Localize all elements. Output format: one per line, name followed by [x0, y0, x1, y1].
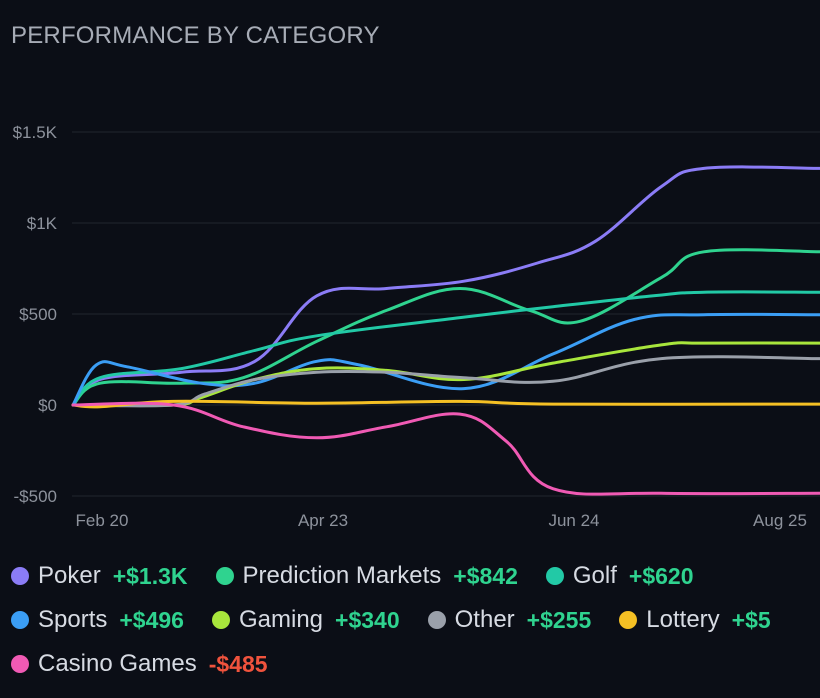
y-axis-ticks: $1.5K $1K $500 $0 -$500 — [13, 123, 58, 506]
legend-swatch — [619, 611, 638, 629]
series-line-gaming — [71, 341, 820, 408]
legend-value: +$842 — [453, 562, 518, 589]
legend-row-2: Sports +$496 Gaming +$340 Other +$255 Lottery +… — [11, 600, 799, 640]
legend-label: Golf — [572, 562, 617, 589]
legend-swatch — [211, 611, 230, 629]
legend-label: Other — [454, 606, 515, 633]
legend-label: Casino Games — [38, 650, 197, 677]
legend-value: +$5 — [731, 606, 771, 633]
series-line-prediction-markets — [71, 248, 820, 407]
legend-item-gaming[interactable]: Gaming +$340 — [211, 606, 400, 634]
legend-swatch — [11, 567, 29, 585]
legend-item-golf[interactable]: Golf +$620 — [545, 562, 694, 590]
legend-swatch — [427, 611, 446, 629]
legend-swatch — [11, 655, 29, 673]
y-tick-label: $1K — [27, 214, 58, 233]
legend-label: Poker — [38, 562, 101, 589]
x-axis-ticks: Feb 20 Apr 23 Jun 24 Aug 25 — [76, 511, 807, 530]
y-tick-label: $0 — [38, 396, 57, 415]
legend-item-poker[interactable]: Poker +$1.3K — [11, 562, 188, 590]
y-tick-label: $1.5K — [13, 123, 58, 142]
legend-value: +$620 — [628, 562, 694, 589]
chart-title: PERFORMANCE BY CATEGORY — [11, 22, 380, 49]
legend-value: +$255 — [526, 606, 592, 633]
y-tick-label: -$500 — [14, 487, 57, 506]
legend-item-casino-games[interactable]: Casino Games -$485 — [11, 650, 268, 678]
legend-item-lottery[interactable]: Lottery +$5 — [619, 606, 771, 634]
legend-row-3: Casino Games -$485 — [11, 644, 296, 684]
x-tick-label: Aug 25 — [753, 511, 807, 530]
series-line-sports — [71, 312, 820, 407]
performance-line-chart: $1.5K $1K $500 $0 -$500 Feb 20 Apr 23 Jun 24 Au… — [13, 123, 820, 530]
legend-swatch — [545, 567, 564, 585]
series-line-golf — [71, 290, 820, 407]
legend-item-other[interactable]: Other +$255 — [427, 606, 592, 634]
series-line-lottery — [71, 399, 820, 409]
legend-value: +$496 — [119, 606, 184, 633]
series-line-poker — [71, 165, 820, 407]
x-tick-label: Feb 20 — [76, 511, 129, 530]
legend-swatch — [11, 611, 29, 629]
series-line-casino-games — [71, 401, 820, 496]
y-tick-label: $500 — [19, 305, 57, 324]
legend-swatch — [215, 567, 234, 585]
legend-label: Gaming — [238, 606, 324, 633]
legend-value: -$485 — [208, 650, 268, 677]
x-tick-label: Apr 23 — [298, 511, 348, 530]
x-tick-label: Jun 24 — [548, 511, 599, 530]
legend-value: +$340 — [335, 606, 400, 633]
legend-label: Lottery — [646, 606, 720, 633]
legend-label: Sports — [38, 606, 108, 633]
series-lines — [71, 165, 820, 496]
legend-item-prediction-markets[interactable]: Prediction Markets +$842 — [215, 562, 518, 590]
legend-row-1: Poker +$1.3K Prediction Markets +$842 Golf +$… — [11, 556, 722, 596]
legend-label: Prediction Markets — [242, 562, 442, 589]
legend-value: +$1.3K — [112, 562, 188, 589]
legend-item-sports[interactable]: Sports +$496 — [11, 606, 184, 634]
